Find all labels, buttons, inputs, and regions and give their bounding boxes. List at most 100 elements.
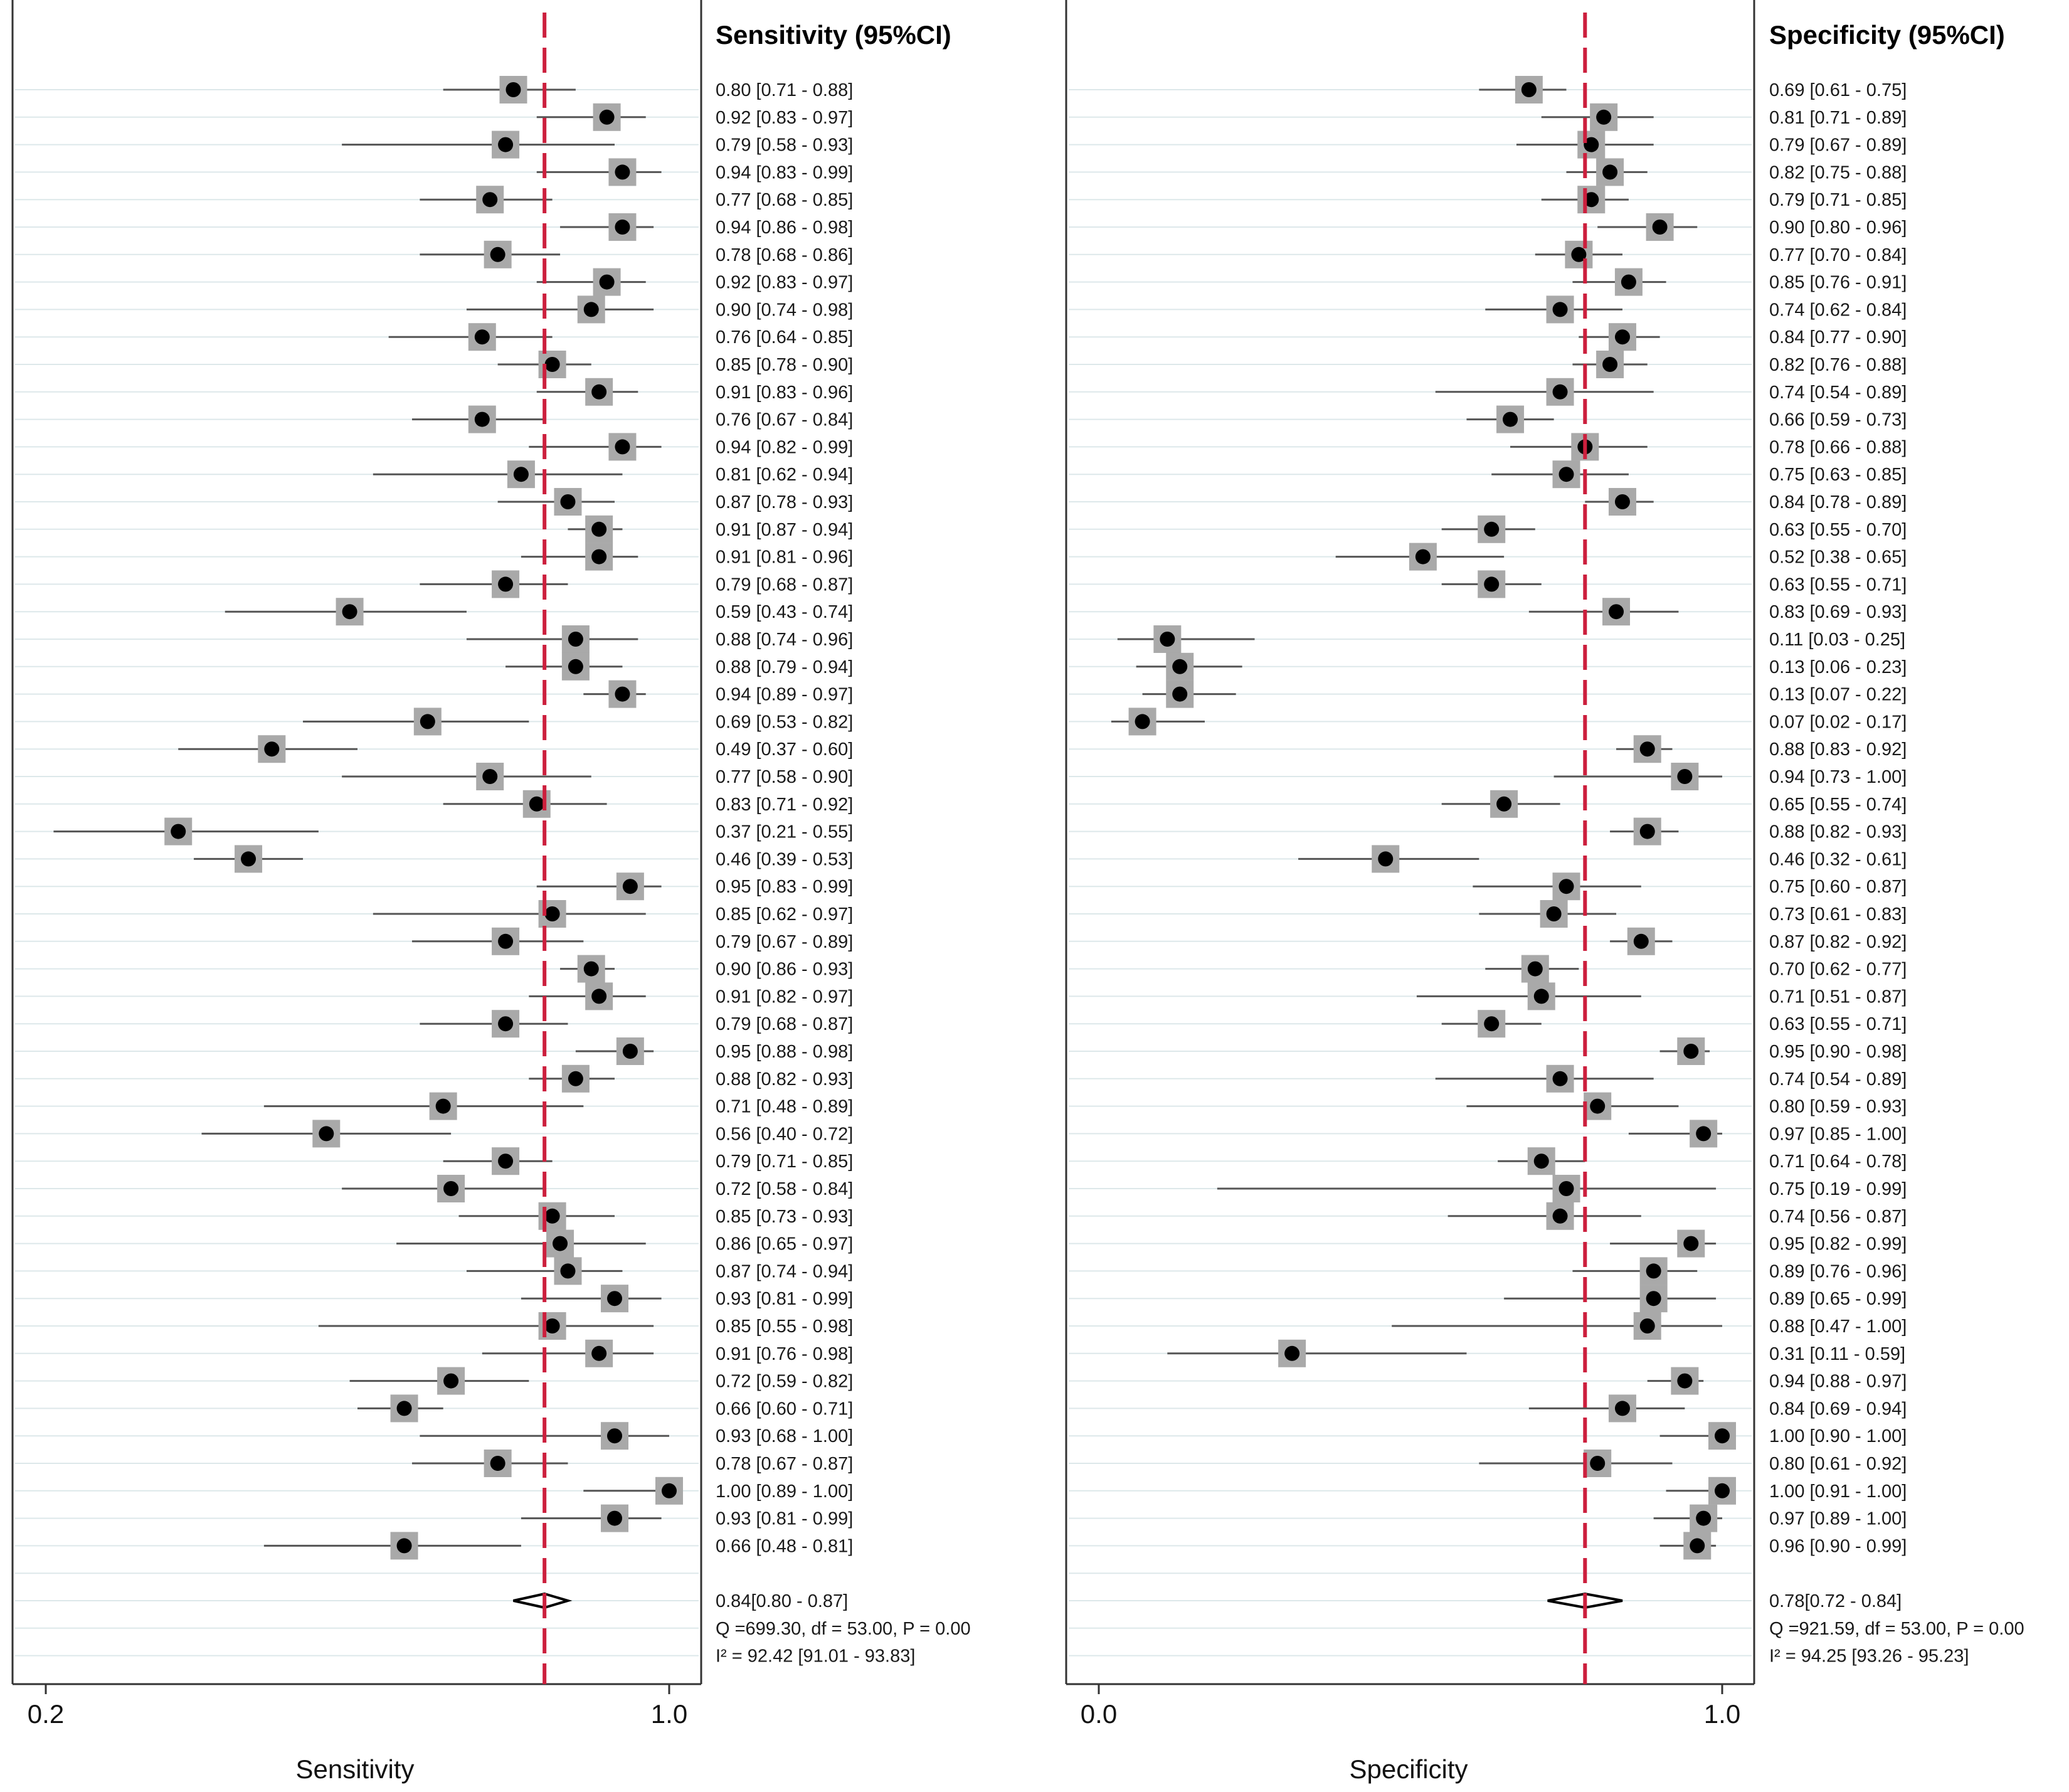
study-ci-label: 0.85 [0.76 - 0.91] xyxy=(1769,273,1907,293)
study-ci-label: 0.93 [0.68 - 1.00] xyxy=(716,1426,853,1446)
study-point xyxy=(435,1098,451,1114)
study-point xyxy=(1590,1098,1606,1114)
study-ci-label: 0.91 [0.81 - 0.96] xyxy=(716,548,853,568)
study-ci-label: 0.74 [0.62 - 0.84] xyxy=(1769,300,1907,320)
study-ci-label: 0.75 [0.63 - 0.85] xyxy=(1769,465,1907,485)
study-point xyxy=(583,961,599,977)
study-ci-label: 0.46 [0.39 - 0.53] xyxy=(716,849,853,869)
study-point xyxy=(591,521,607,537)
study-ci-label: 0.93 [0.81 - 0.99] xyxy=(716,1509,853,1529)
study-ci-label: 0.73 [0.61 - 0.83] xyxy=(1769,904,1907,925)
study-point xyxy=(1484,576,1500,592)
study-ci-label: 0.74 [0.56 - 0.87] xyxy=(1769,1207,1907,1227)
study-ci-label: 0.84 [0.77 - 0.90] xyxy=(1769,327,1907,347)
sensitivity-panel: 0.2 1.0 Sensitivity Sensitivity (95%CI) 0.80… xyxy=(11,0,971,1784)
study-point xyxy=(1639,824,1655,839)
study-ci-label: 0.66 [0.60 - 0.71] xyxy=(716,1399,853,1419)
study-point xyxy=(498,576,514,592)
study-point xyxy=(1584,137,1599,152)
study-ci-label: 0.13 [0.06 - 0.23] xyxy=(1769,657,1907,677)
study-point xyxy=(1558,1181,1574,1196)
study-ci-label: 0.94 [0.89 - 0.97] xyxy=(716,685,853,705)
study-ci-label: 0.91 [0.87 - 0.94] xyxy=(716,520,853,540)
study-ci-label: 0.76 [0.67 - 0.84] xyxy=(716,410,853,430)
study-ci-label: 0.90 [0.74 - 0.98] xyxy=(716,300,853,320)
study-ci-label: 0.63 [0.55 - 0.70] xyxy=(1769,520,1907,540)
study-ci-label: 0.72 [0.58 - 0.84] xyxy=(716,1179,853,1199)
study-point xyxy=(1527,961,1543,977)
study-point xyxy=(420,714,435,729)
study-point xyxy=(396,1401,412,1416)
study-ci-label: 0.79 [0.71 - 0.85] xyxy=(716,1152,853,1172)
study-point xyxy=(1558,879,1574,894)
study-point xyxy=(490,247,505,262)
study-ci-label: 0.82 [0.76 - 0.88] xyxy=(1769,355,1907,375)
study-point xyxy=(1677,1373,1693,1389)
study-point xyxy=(1690,1538,1705,1554)
study-point xyxy=(482,769,498,784)
study-ci-label: 1.00 [0.89 - 1.00] xyxy=(716,1482,853,1502)
study-point xyxy=(264,741,280,757)
study-ci-label: 0.66 [0.59 - 0.73] xyxy=(1769,410,1907,430)
study-point xyxy=(1602,357,1618,372)
study-ci-label: 0.74 [0.54 - 0.89] xyxy=(1769,1069,1907,1090)
study-ci-label: 0.77 [0.70 - 0.84] xyxy=(1769,245,1907,265)
ci-column-title: Specificity (95%CI) xyxy=(1769,20,2005,50)
study-ci-label: 0.82 [0.75 - 0.88] xyxy=(1769,162,1907,183)
study-point xyxy=(1639,741,1655,757)
summary-ci-label: 0.84[0.80 - 0.87] xyxy=(716,1591,848,1611)
study-point xyxy=(1614,1401,1630,1416)
study-ci-label: 0.87 [0.74 - 0.94] xyxy=(716,1261,853,1281)
study-ci-label: 0.78 [0.67 - 0.87] xyxy=(716,1454,853,1474)
study-ci-label: 0.80 [0.71 - 0.88] xyxy=(716,80,853,100)
study-point xyxy=(474,329,490,345)
study-point xyxy=(1552,384,1568,400)
study-ci-label: 0.88 [0.79 - 0.94] xyxy=(716,657,853,677)
study-point xyxy=(615,220,630,235)
study-point xyxy=(1484,1016,1500,1032)
study-ci-label: 0.69 [0.61 - 0.75] xyxy=(1769,80,1907,100)
study-ci-label: 0.75 [0.19 - 0.99] xyxy=(1769,1179,1907,1199)
study-point xyxy=(1558,467,1574,482)
study-ci-label: 0.71 [0.64 - 0.78] xyxy=(1769,1152,1907,1172)
study-point xyxy=(568,1071,583,1086)
study-point xyxy=(553,1236,568,1251)
study-ci-label: 0.91 [0.76 - 0.98] xyxy=(716,1344,853,1364)
study-ci-label: 0.56 [0.40 - 0.72] xyxy=(716,1124,853,1144)
study-ci-label: 0.85 [0.62 - 0.97] xyxy=(716,904,853,925)
study-point xyxy=(607,1510,623,1526)
x-tick-label: 0.2 xyxy=(28,1699,64,1729)
study-point xyxy=(1696,1510,1712,1526)
study-ci-label: 0.79 [0.67 - 0.89] xyxy=(716,932,853,952)
study-ci-label: 0.63 [0.55 - 0.71] xyxy=(1769,575,1907,595)
study-point xyxy=(1284,1345,1300,1361)
study-ci-label: 0.75 [0.60 - 0.87] xyxy=(1769,877,1907,897)
study-point xyxy=(1590,1456,1606,1471)
study-ci-label: 0.49 [0.37 - 0.60] xyxy=(716,740,853,760)
study-ci-label: 0.85 [0.78 - 0.90] xyxy=(716,355,853,375)
study-point xyxy=(599,109,615,125)
study-ci-label: 0.86 [0.65 - 0.97] xyxy=(716,1234,853,1254)
study-ci-label: 0.88 [0.74 - 0.96] xyxy=(716,630,853,650)
study-point xyxy=(568,659,583,674)
study-point xyxy=(1533,989,1549,1004)
summary-diamond xyxy=(513,1592,573,1609)
study-point xyxy=(615,439,630,455)
study-point xyxy=(505,82,521,97)
study-ci-label: 0.65 [0.55 - 0.74] xyxy=(1769,795,1907,815)
study-point xyxy=(544,1318,560,1333)
study-point xyxy=(1552,302,1568,317)
study-ci-label: 0.80 [0.59 - 0.93] xyxy=(1769,1097,1907,1117)
study-point xyxy=(1596,109,1612,125)
heterogeneity-i2-label: I² = 94.25 [93.26 - 95.23] xyxy=(1769,1646,1969,1667)
study-point xyxy=(662,1483,677,1498)
study-ci-label: 0.90 [0.80 - 0.96] xyxy=(1769,218,1907,238)
study-ci-label: 0.95 [0.82 - 0.99] xyxy=(1769,1234,1907,1254)
study-ci-label: 1.00 [0.90 - 1.00] xyxy=(1769,1426,1907,1446)
study-ci-label: 0.89 [0.65 - 0.99] xyxy=(1769,1289,1907,1309)
study-point xyxy=(591,549,607,565)
study-point xyxy=(1172,686,1188,702)
study-ci-label: 0.94 [0.82 - 0.99] xyxy=(716,437,853,457)
study-ci-label: 0.66 [0.48 - 0.81] xyxy=(716,1536,853,1556)
